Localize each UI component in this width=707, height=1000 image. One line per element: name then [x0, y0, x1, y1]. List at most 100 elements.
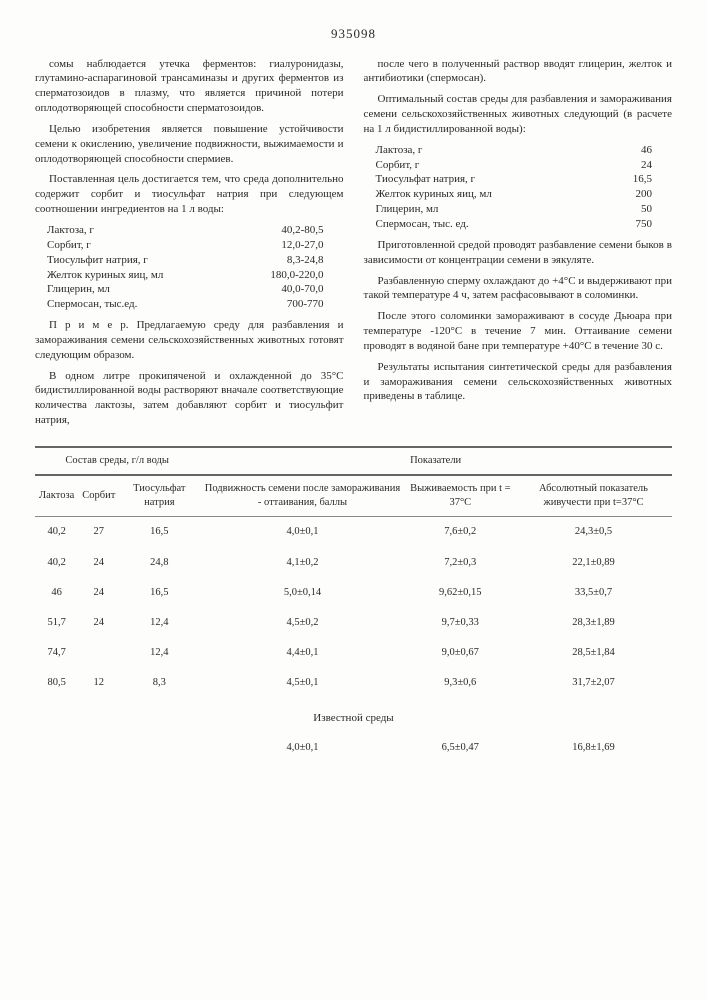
table-row: 4,0±0,16,5±0,4716,8±1,69	[35, 733, 672, 763]
ingredient-label: Лактоза, г	[376, 143, 583, 158]
ingredient-label: Желток куриных яиц, мл	[47, 268, 254, 283]
table-header: Сорбит	[78, 475, 119, 517]
ingredient-value: 40,0-70,0	[254, 282, 324, 297]
table-row: 74,7 12,44,4±0,19,0±0,6728,5±1,84	[35, 638, 672, 668]
para: Результаты испытания синтетической среды…	[364, 360, 673, 405]
ingredient-value: 700-770	[254, 297, 324, 312]
table-body: 40,22716,54,0±0,17,6±0,224,3±0,540,22424…	[35, 517, 672, 764]
table-group-header: Состав среды, г/л воды	[35, 447, 199, 475]
table-cell: 31,7±2,07	[515, 668, 672, 698]
right-column: после чего в полученный раствор вводят г…	[364, 57, 673, 434]
ingredient-row: Тиосульфит натрия, г8,3-24,8	[47, 253, 344, 268]
document-number: 935098	[35, 25, 672, 43]
para: П р и м е р. Предлагаемую среду для разб…	[35, 318, 344, 363]
table-cell: 24	[78, 548, 119, 578]
table-row: 51,72412,44,5±0,29,7±0,3328,3±1,89	[35, 608, 672, 638]
table-cell: 28,5±1,84	[515, 638, 672, 668]
table-cell: 33,5±0,7	[515, 578, 672, 608]
table-header: Лактоза	[35, 475, 78, 517]
para: В одном литре прокипяченой и охлажденной…	[35, 369, 344, 428]
table-cell: 16,5	[119, 517, 199, 548]
ingredient-value: 16,5	[582, 172, 652, 187]
ingredient-label: Лактоза, г	[47, 223, 254, 238]
ingredient-row: Глицерин, мл40,0-70,0	[47, 282, 344, 297]
ingredient-row: Лактоза, г40,2-80,5	[47, 223, 344, 238]
ingredient-row: Лактоза, г46	[376, 143, 673, 158]
table-cell: 16,8±1,69	[515, 733, 672, 763]
ingredient-row: Спермосан, тыс.ед.700-770	[47, 297, 344, 312]
ingredient-label: Сорбит, г	[47, 238, 254, 253]
table-cell: 8,3	[119, 668, 199, 698]
table-cell: 4,1±0,2	[199, 548, 405, 578]
table-cell: 80,5	[35, 668, 78, 698]
table-row: 462416,55,0±0,149,62±0,1533,5±0,7	[35, 578, 672, 608]
table-cell: 51,7	[35, 608, 78, 638]
ingredient-label: Глицерин, мл	[47, 282, 254, 297]
para: сомы наблюдается утечка ферментов: гиалу…	[35, 57, 344, 116]
table-cell	[78, 638, 119, 668]
left-column: сомы наблюдается утечка ферментов: гиалу…	[35, 57, 344, 434]
table-cell	[119, 733, 199, 763]
table-row: 80,5128,34,5±0,19,3±0,631,7±2,07	[35, 668, 672, 698]
para: После этого соломинки замораживают в сос…	[364, 309, 673, 354]
ingredient-label: Тиосульфат натрия, г	[376, 172, 583, 187]
ingredient-value: 40,2-80,5	[254, 223, 324, 238]
para: Приготовленной средой проводят разбавлен…	[364, 238, 673, 268]
table-group-header: Показатели	[199, 447, 672, 475]
ingredient-label: Желток куриных яиц, мл	[376, 187, 583, 202]
ingredient-value: 12,0-27,0	[254, 238, 324, 253]
para: Оптимальный состав среды для разбавления…	[364, 92, 673, 137]
table-cell: 12	[78, 668, 119, 698]
table-row: 40,22716,54,0±0,17,6±0,224,3±0,5	[35, 517, 672, 548]
ingredient-list-right: Лактоза, г46Сорбит, г24Тиосульфат натрия…	[376, 143, 673, 232]
table-cell: 4,4±0,1	[199, 638, 405, 668]
table-cell: 74,7	[35, 638, 78, 668]
table-cell: 12,4	[119, 638, 199, 668]
para: Разбавленную сперму охлаждают до +4°С и …	[364, 274, 673, 304]
known-medium-label: Известной среды	[35, 699, 672, 734]
table-cell: 28,3±1,89	[515, 608, 672, 638]
table-cell: 24,3±0,5	[515, 517, 672, 548]
known-medium-label-row: Известной среды	[35, 699, 672, 734]
ingredient-row: Сорбит, г24	[376, 158, 673, 173]
ingredient-label: Тиосульфит натрия, г	[47, 253, 254, 268]
para: Целью изобретения является повышение уст…	[35, 122, 344, 167]
ingredient-row: Спермосан, тыс. ед.750	[376, 217, 673, 232]
ingredient-row: Желток куриных яиц, мл200	[376, 187, 673, 202]
table-cell: 4,0±0,1	[199, 517, 405, 548]
table-cell: 9,3±0,6	[406, 668, 515, 698]
para: Поставленная цель достигается тем, что с…	[35, 172, 344, 217]
ingredient-value: 180,0-220,0	[254, 268, 324, 283]
table-cell: 24,8	[119, 548, 199, 578]
table-cell: 46	[35, 578, 78, 608]
table-cell: 22,1±0,89	[515, 548, 672, 578]
para: после чего в полученный раствор вводят г…	[364, 57, 673, 87]
ingredient-row: Глицерин, мл50	[376, 202, 673, 217]
table-cell: 7,6±0,2	[406, 517, 515, 548]
ingredient-label: Спермосан, тыс. ед.	[376, 217, 583, 232]
table-cell: 40,2	[35, 548, 78, 578]
table-header: Тиосульфат натрия	[119, 475, 199, 517]
ingredient-value: 24	[582, 158, 652, 173]
table-cell: 40,2	[35, 517, 78, 548]
table-header: Выживаемость при t = 37°С	[406, 475, 515, 517]
table-header: Абсолютный показатель живучести при t=37…	[515, 475, 672, 517]
ingredient-value: 8,3-24,8	[254, 253, 324, 268]
ingredient-list-left: Лактоза, г40,2-80,5Сорбит, г12,0-27,0Тио…	[47, 223, 344, 312]
table-cell: 9,0±0,67	[406, 638, 515, 668]
table-cell: 4,0±0,1	[199, 733, 405, 763]
ingredient-row: Сорбит, г12,0-27,0	[47, 238, 344, 253]
ingredient-value: 200	[582, 187, 652, 202]
table-cell: 5,0±0,14	[199, 578, 405, 608]
table-cell: 24	[78, 608, 119, 638]
table-cell	[78, 733, 119, 763]
ingredient-value: 50	[582, 202, 652, 217]
ingredient-value: 46	[582, 143, 652, 158]
table-cell: 9,7±0,33	[406, 608, 515, 638]
table-cell: 24	[78, 578, 119, 608]
ingredient-row: Желток куриных яиц, мл180,0-220,0	[47, 268, 344, 283]
text-columns: сомы наблюдается утечка ферментов: гиалу…	[35, 57, 672, 434]
table-cell: 12,4	[119, 608, 199, 638]
table-header: Подвижность семени после замораживания -…	[199, 475, 405, 517]
ingredient-row: Тиосульфат натрия, г16,5	[376, 172, 673, 187]
